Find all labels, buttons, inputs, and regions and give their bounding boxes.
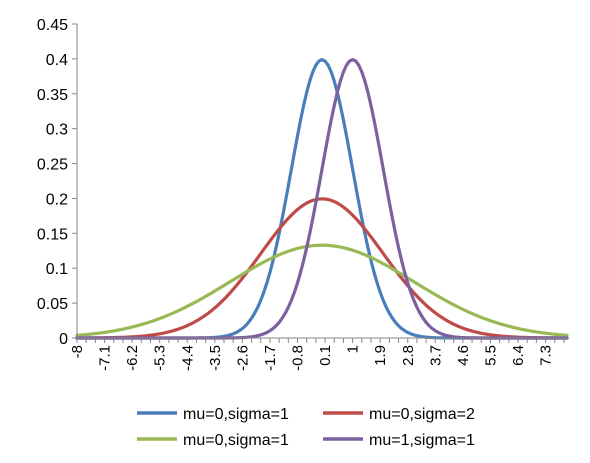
legend-item: mu=0,sigma=1 [137,432,289,449]
y-tick-label: 0.1 [46,261,68,278]
x-tick-label: 3.7 [427,345,444,366]
legend-label: mu=0,sigma=2 [369,406,475,423]
x-tick-label: 5.5 [482,345,499,366]
x-tick-label: -0.8 [290,345,307,371]
legend-item: mu=0,sigma=2 [323,406,475,423]
x-axis-ticks: -8 -7.1 -6.2 -5.3 -4.4 -3.5 -2.6 -1.7 -0.8 0.1 1 1.… [69,338,565,371]
series-line-2 [75,197,569,340]
x-tick-label: -1.7 [262,345,279,371]
series-line-3 [75,243,569,337]
x-tick-label: -2.6 [234,345,251,371]
x-tick-label: 1.9 [372,345,389,366]
x-tick-label: -8 [69,345,86,358]
y-tick-label: 0.05 [37,296,68,313]
series-lines [75,58,569,340]
legend: mu=0,sigma=1 mu=0,sigma=2 mu=0,sigma=1 mu=1… [137,406,475,449]
y-tick-label: 0 [59,331,68,348]
x-tick-label: -7.1 [97,345,114,371]
x-tick-label: 7.3 [538,345,555,366]
x-tick-label: -3.5 [207,345,224,371]
y-tick-label: 0.3 [46,122,68,139]
legend-label: mu=0,sigma=1 [183,432,289,449]
legend-label: mu=1,sigma=1 [369,432,475,449]
x-tick-label: 4.6 [455,345,472,366]
y-tick-label: 0.2 [46,191,68,208]
y-tick-label: 0.25 [37,157,68,174]
x-tick-label: 6.4 [510,345,527,366]
y-tick-label: 0.35 [37,87,68,104]
x-tick-label: -5.3 [152,345,169,371]
x-tick-label: 1 [345,345,362,353]
y-axis-ticks: 0 0.05 0.1 0.15 0.2 0.25 0.3 0.35 0.4 0.45 [37,17,77,348]
y-tick-label: 0.45 [37,17,68,34]
x-tick-label: -4.4 [179,345,196,371]
x-tick-label: -6.2 [124,345,141,371]
legend-item: mu=1,sigma=1 [323,432,475,449]
x-tick-label: 0.1 [317,345,334,366]
legend-label: mu=0,sigma=1 [183,406,289,423]
y-tick-label: 0.4 [46,52,68,69]
y-tick-label: 0.15 [37,226,68,243]
x-tick-label: 2.8 [400,345,417,366]
legend-item: mu=0,sigma=1 [137,406,289,423]
